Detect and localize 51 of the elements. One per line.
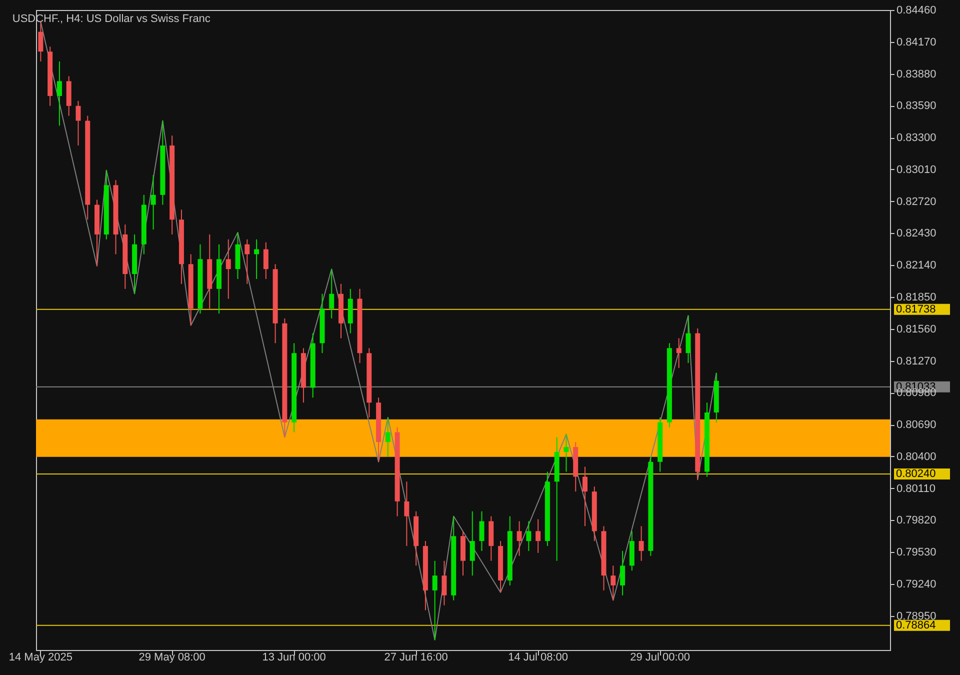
candlestick (526, 520, 532, 552)
y-tick-label: 0.80110 (896, 482, 936, 495)
y-tick-label: 0.84170 (896, 36, 936, 48)
candlestick (470, 510, 475, 576)
candlestick (564, 434, 569, 472)
candlestick (76, 100, 81, 146)
y-tick-label: 0.83590 (896, 100, 936, 112)
candlestick (516, 520, 522, 556)
y-tick-label: 0.83880 (896, 68, 936, 80)
y-tick-label: 0.83010 (896, 164, 936, 176)
y-tick-label: 0.83300 (896, 132, 936, 144)
candlestick (150, 174, 156, 230)
y-tick-label: 0.84460 (896, 4, 936, 16)
candlestick (686, 315, 691, 364)
y-tick-label: 0.79820 (896, 514, 936, 527)
x-tick-label: 29 Jul 00:00 (630, 652, 690, 664)
y-tick-label: 0.82140 (896, 260, 936, 272)
x-tick-label: 29 May 08:00 (138, 652, 206, 664)
candlestick (432, 560, 438, 640)
y-tick-label: 0.81850 (896, 292, 936, 304)
y-tick-label: 0.80400 (896, 450, 936, 463)
candlestick (442, 560, 447, 606)
candlestick (404, 481, 410, 546)
y-tick-label: 0.82720 (896, 196, 936, 208)
y-tick-label: 0.82430 (896, 228, 936, 240)
candlestick (620, 550, 626, 596)
y-tick-label: 0.81270 (896, 355, 936, 368)
y-tick-label: 0.80690 (896, 419, 936, 432)
candlestick (244, 238, 250, 284)
y-tick-label: 0.79530 (896, 546, 936, 559)
candlestick (610, 565, 616, 601)
candlestick (56, 60, 62, 126)
x-tick-label: 14 May 2025 (8, 652, 72, 664)
x-tick-label: 13 Jun 00:00 (262, 652, 326, 664)
ref-line-label: 0.80240 (896, 468, 936, 480)
candlestick (676, 338, 682, 368)
candlestick (226, 238, 231, 300)
ref-line-label: 0.78864 (896, 619, 936, 632)
y-tick-label: 0.79240 (896, 578, 936, 591)
candlestick (638, 526, 644, 562)
candlestick (329, 268, 334, 319)
ref-line-label: 0.81738 (896, 303, 936, 316)
x-tick-label: 27 Jun 16:00 (384, 652, 448, 664)
candlestick (582, 466, 588, 527)
candlestick (536, 518, 541, 554)
y-tick-label: 0.81560 (896, 323, 936, 336)
candlestick (385, 416, 390, 458)
candlestick (479, 510, 484, 552)
x-tick-label: 14 Jul 08:00 (508, 652, 568, 664)
candlestick (254, 238, 260, 280)
candlestick (263, 242, 268, 280)
